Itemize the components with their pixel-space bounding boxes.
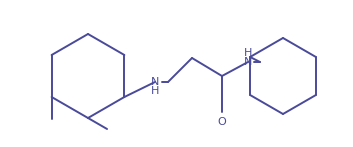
Text: H: H [151, 86, 159, 96]
Text: N: N [244, 57, 252, 67]
Text: N: N [151, 77, 159, 87]
Text: H: H [244, 48, 252, 58]
Text: O: O [218, 117, 226, 127]
